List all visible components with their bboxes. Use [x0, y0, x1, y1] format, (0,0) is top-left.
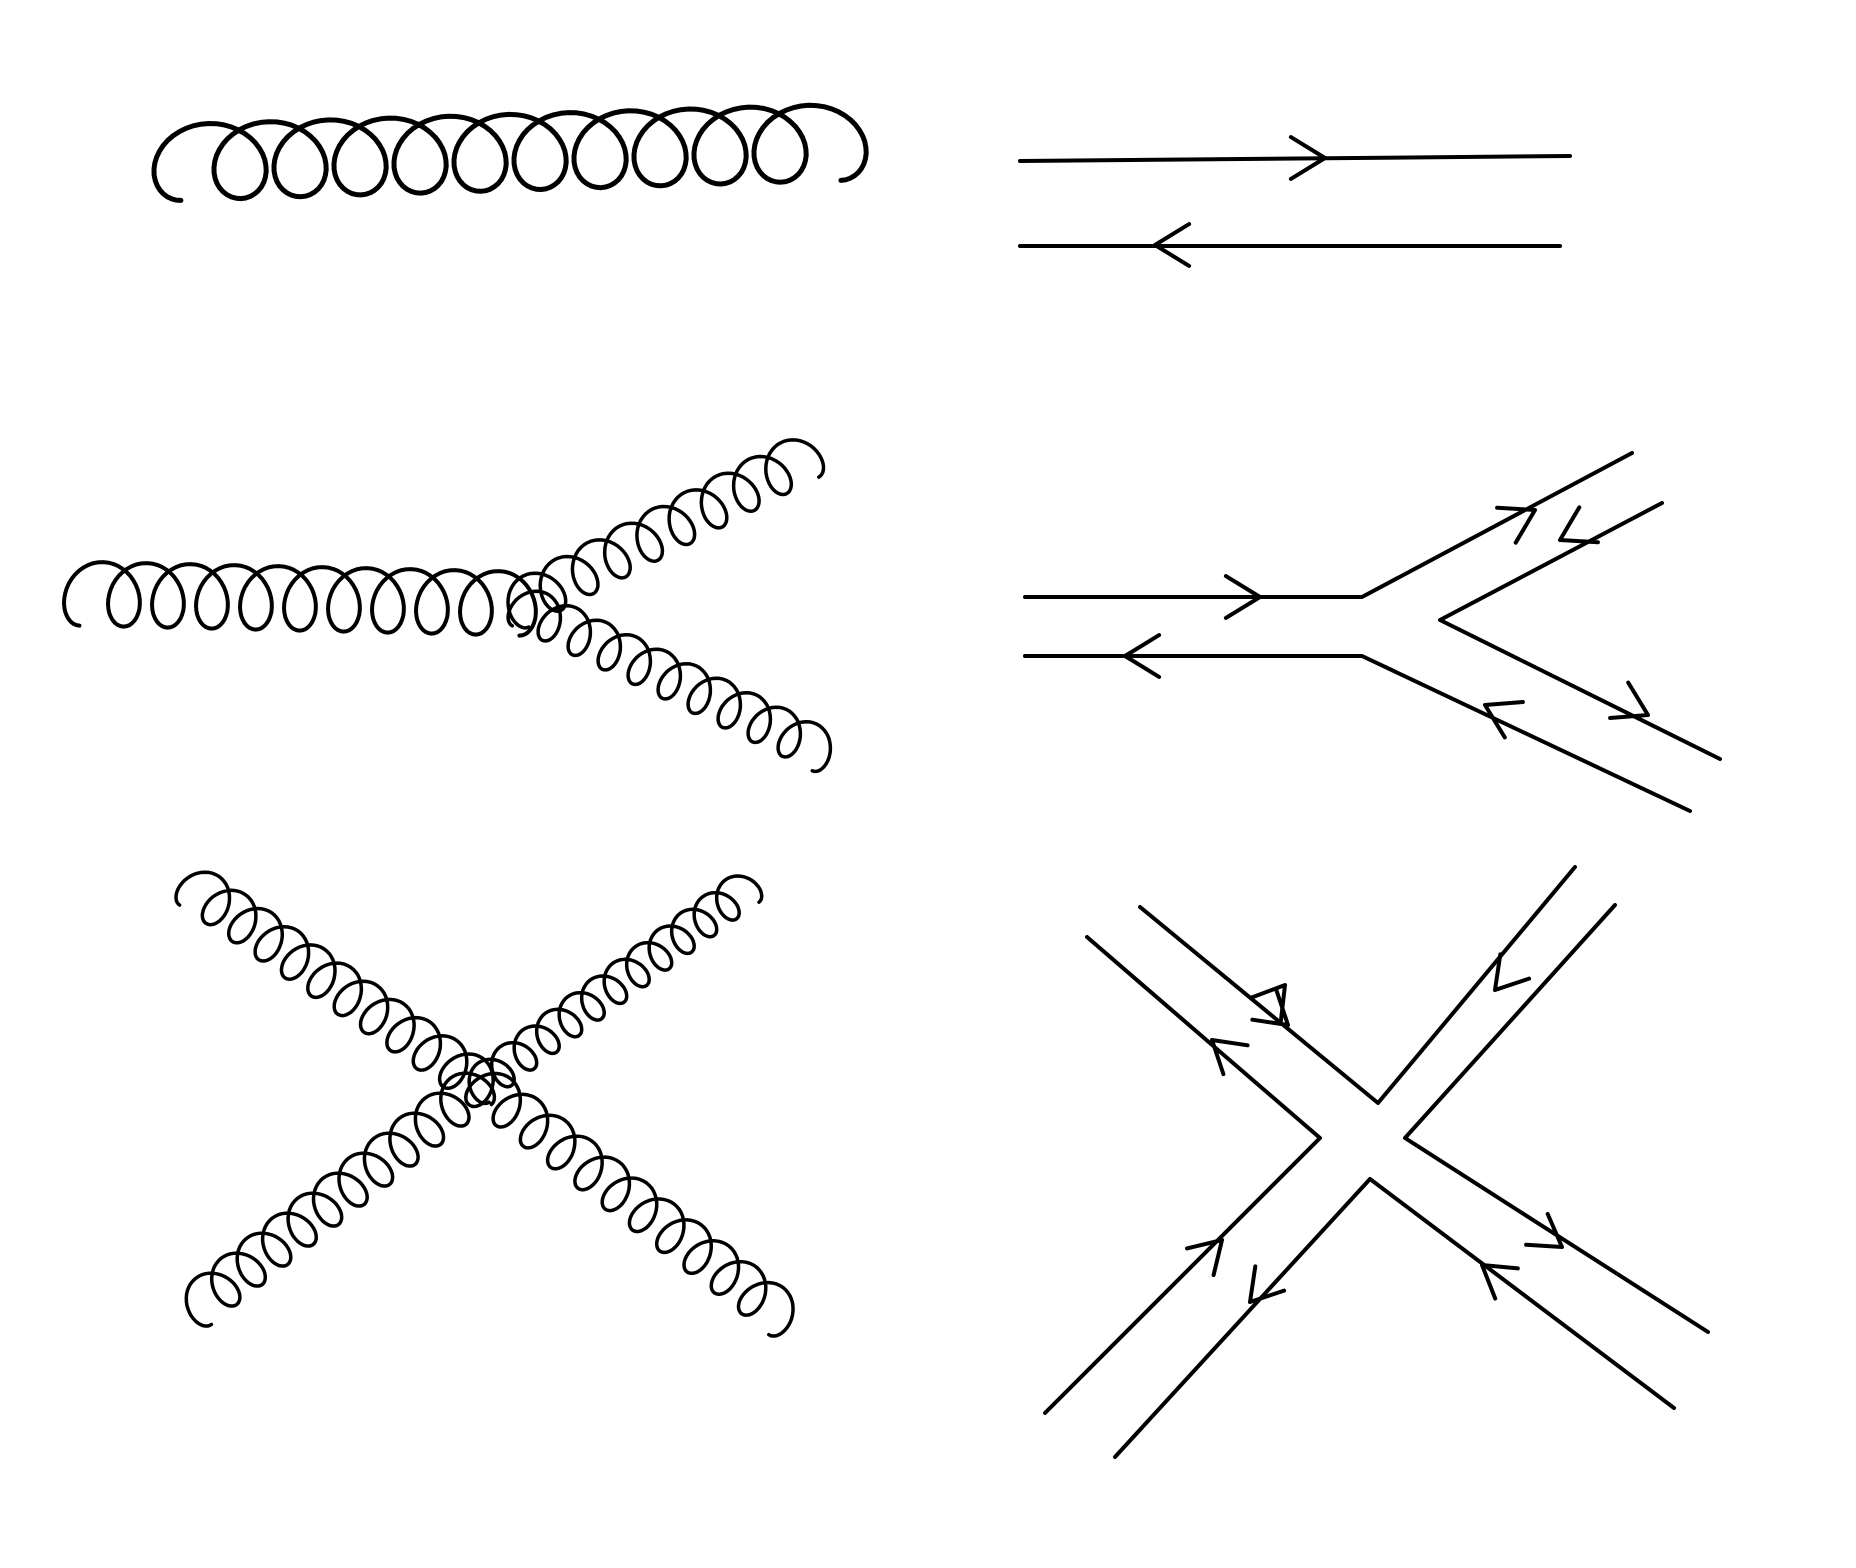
- gluon-line: [151, 102, 869, 203]
- arrow-2: [1250, 988, 1290, 1027]
- gluon-diagrams-column: [62, 102, 869, 1338]
- arrow-2: [1123, 633, 1162, 679]
- arrow-8: [1480, 1263, 1520, 1301]
- gluon-leg-upper-right: [467, 874, 764, 1106]
- arrow-3: [1495, 505, 1537, 545]
- arrow-6: [1483, 700, 1525, 740]
- line-top-incoming: [1023, 451, 1634, 599]
- four-gluon-vertex: [174, 870, 795, 1338]
- arrow-4: [1558, 505, 1600, 545]
- gluon-leg-lower-right: [464, 1071, 795, 1338]
- double-line-diagrams-column: [1018, 135, 1722, 1459]
- three-gluon-vertex: [62, 438, 833, 774]
- arrow-3: [1493, 952, 1532, 992]
- gluon-leg-incoming: [62, 560, 538, 638]
- line-upper: [1138, 865, 1577, 1105]
- line-left: [1043, 935, 1322, 1415]
- gluon-propagator: [151, 102, 869, 203]
- arrow-5: [1185, 1238, 1224, 1277]
- arrow-left: [1153, 222, 1192, 268]
- arrow-right: [1288, 135, 1327, 181]
- arrow-5: [1608, 680, 1650, 720]
- double-line-three-vertex: [1023, 451, 1722, 813]
- line-bottom-incoming: [1023, 654, 1692, 813]
- gluon-leg-lower-left: [184, 1071, 497, 1328]
- line-lower: [1113, 1177, 1676, 1459]
- arrow-6: [1248, 1264, 1287, 1304]
- double-line-four-vertex: [1043, 865, 1710, 1459]
- gluon-leg-upper-left: [174, 870, 495, 1109]
- double-line-propagator: [1018, 135, 1572, 268]
- arrow-1: [1223, 574, 1262, 620]
- line-right: [1403, 903, 1710, 1334]
- arrow-7: [1524, 1212, 1564, 1249]
- gluon-leg-upper: [506, 438, 826, 630]
- quark-line: [1018, 154, 1572, 163]
- gluon-leg-lower: [506, 589, 833, 774]
- arrow-4: [1210, 1038, 1250, 1077]
